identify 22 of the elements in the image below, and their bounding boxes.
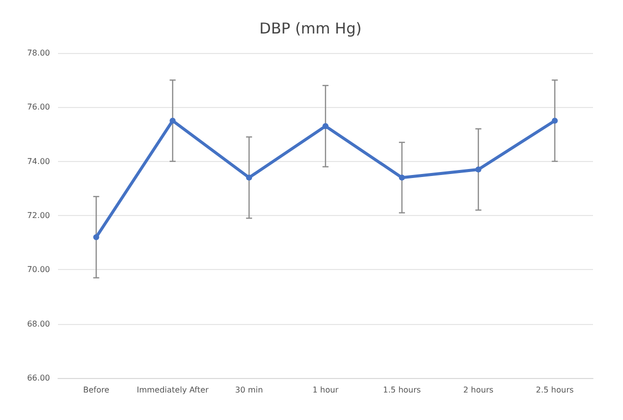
point bbox=[93, 234, 100, 240]
x-tick-label: 1.5 hours bbox=[383, 386, 421, 394]
y-tick-label: 66.00 bbox=[27, 374, 50, 382]
x-tick-label: Before bbox=[83, 386, 110, 394]
x-tick-label: 1 hour bbox=[312, 386, 340, 394]
y-tick-label: 74.00 bbox=[27, 156, 50, 166]
x-tick-label: Immediately After bbox=[136, 386, 210, 394]
point bbox=[170, 118, 176, 124]
point bbox=[475, 166, 482, 172]
y-tick-label: 68.00 bbox=[27, 319, 50, 328]
y-tick-label: 70.00 bbox=[27, 265, 50, 274]
point bbox=[246, 174, 252, 181]
point bbox=[322, 123, 328, 130]
point bbox=[552, 118, 558, 124]
x-tick-label: 30 min bbox=[235, 386, 263, 394]
y-tick-label: 78.00 bbox=[27, 48, 50, 58]
point bbox=[398, 174, 405, 181]
x-tick-label: 2.5 hours bbox=[536, 386, 574, 394]
y-tick-label: 76.00 bbox=[27, 102, 50, 112]
x-tick-label: 2 hours bbox=[463, 386, 494, 394]
y-tick-label: 72.00 bbox=[27, 211, 50, 220]
chart-title: DBP (mm Hg) bbox=[259, 20, 362, 38]
